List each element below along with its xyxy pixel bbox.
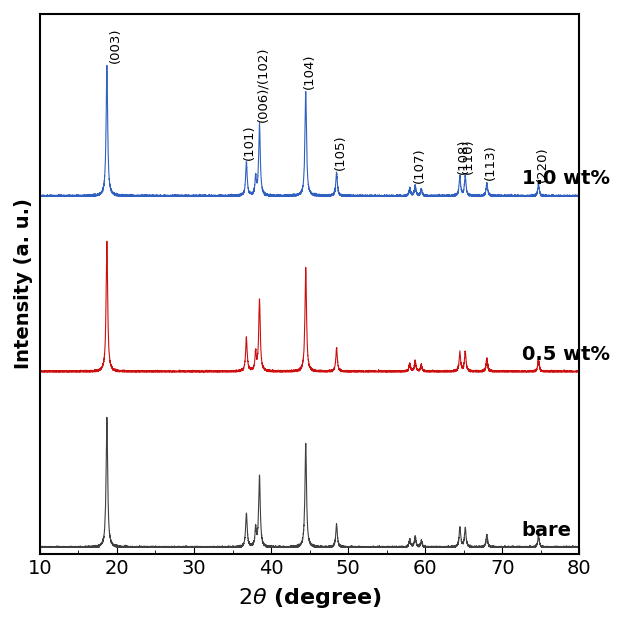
X-axis label: $2\theta$ (degree): $2\theta$ (degree) [238, 586, 382, 610]
Text: (220): (220) [536, 146, 549, 182]
Text: (107): (107) [413, 147, 426, 183]
Text: (101): (101) [243, 124, 256, 160]
Text: (104): (104) [303, 54, 316, 89]
Text: (113): (113) [484, 145, 497, 180]
Text: (003): (003) [109, 28, 122, 64]
Text: (105): (105) [334, 134, 347, 170]
Text: 0.5 wt%: 0.5 wt% [521, 345, 610, 364]
Text: (006)/(102): (006)/(102) [257, 46, 270, 122]
Text: bare: bare [521, 520, 572, 540]
Y-axis label: Intensity (a. u.): Intensity (a. u.) [14, 198, 33, 369]
Text: (110): (110) [462, 139, 475, 174]
Text: (108): (108) [457, 139, 469, 174]
Text: 1.0 wt%: 1.0 wt% [521, 169, 610, 188]
